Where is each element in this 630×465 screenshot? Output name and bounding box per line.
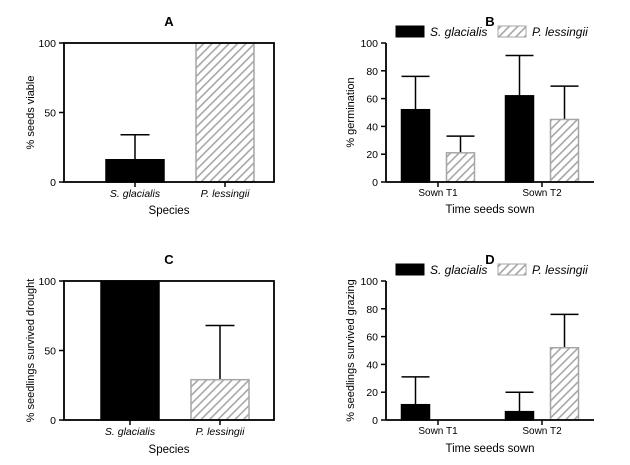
y-tick-label: 0	[50, 177, 56, 189]
y-tick-label: 20	[366, 387, 378, 399]
bars	[100, 280, 250, 421]
legend-swatch	[497, 25, 527, 38]
x-tick-label: Sown T2	[522, 426, 562, 437]
panel-label: B	[485, 14, 494, 29]
y-tick-label: 60	[366, 332, 378, 344]
y-tick-label: 100	[38, 38, 56, 50]
y-axis-title: % germination	[345, 77, 357, 147]
legend-label: P. lessingii	[532, 263, 588, 277]
y-axis-title: % seeds viable	[25, 76, 37, 150]
bar	[504, 95, 535, 183]
y-tick-label: 60	[366, 94, 378, 106]
y-axis-title: % seedlings survived grazing	[345, 279, 357, 421]
y-tick-label: 40	[366, 359, 378, 371]
panel-label: D	[485, 252, 494, 267]
bar	[100, 280, 160, 421]
bar	[549, 118, 580, 183]
bar	[400, 403, 431, 421]
bars	[400, 54, 580, 183]
bar	[195, 42, 255, 183]
panel-label: A	[164, 14, 174, 29]
x-tick-label: P. lessingii	[201, 188, 251, 200]
plot-frame	[63, 42, 275, 183]
bar	[504, 410, 535, 421]
y-tick-label: 100	[38, 276, 56, 288]
x-tick-label: S. glacialis	[110, 188, 161, 200]
x-axis-title: Time seeds sown	[445, 204, 534, 216]
x-tick-label: S. glacialis	[105, 426, 156, 438]
legend-label: P. lessingii	[532, 25, 588, 39]
panel-d: D 0 20 40 60 80 100% seedlings survived grazin…	[345, 252, 594, 455]
bar	[105, 159, 165, 183]
y-tick-label: 0	[372, 177, 378, 189]
legend: S. glacialis P. lessingii	[395, 25, 588, 39]
y-tick-label: 0	[50, 415, 56, 427]
plot-frame	[63, 280, 275, 421]
bar	[445, 152, 476, 183]
y-tick-label: 40	[366, 121, 378, 133]
x-tick-label: Sown T2	[522, 188, 562, 199]
bar	[400, 108, 431, 183]
y-tick-label: 100	[360, 38, 378, 50]
y-tick-label: 0	[372, 415, 378, 427]
legend-swatch	[395, 25, 425, 38]
panel-label: C	[164, 252, 174, 267]
x-tick-label: Sown T1	[418, 188, 458, 199]
x-axis-title: Species	[149, 205, 190, 217]
x-tick-label: Sown T1	[418, 426, 458, 437]
x-axis-title: Time seeds sown	[445, 443, 534, 455]
legend-swatch	[497, 263, 527, 276]
legend: S. glacialis P. lessingii	[395, 263, 588, 277]
legend-label: S. glacialis	[430, 25, 487, 39]
panel-b: B 0 20 40 60 80 100 % germination Time seeds sow…	[345, 14, 594, 216]
panel-a: A 0 50 100 % seeds viable Species S. glacialis…	[25, 14, 275, 217]
legend-label: S. glacialis	[430, 263, 487, 277]
y-tick-label: 100	[360, 276, 378, 288]
bars	[400, 313, 580, 421]
bars	[105, 42, 255, 183]
y-tick-label: 20	[366, 149, 378, 161]
y-axis-title: % seedlings survived drought	[25, 279, 37, 423]
x-axis-title: Species	[149, 444, 190, 456]
y-tick-label: 50	[44, 346, 56, 358]
x-tick-label: P. lessingii	[196, 426, 246, 438]
bar	[549, 346, 580, 421]
y-tick-label: 80	[366, 66, 378, 78]
bar	[190, 378, 250, 421]
panel-c: C 0 50 100% seedlings survived drought Speci…	[25, 252, 275, 456]
legend-swatch	[395, 263, 425, 276]
y-tick-label: 80	[366, 304, 378, 316]
y-tick-label: 50	[44, 108, 56, 120]
